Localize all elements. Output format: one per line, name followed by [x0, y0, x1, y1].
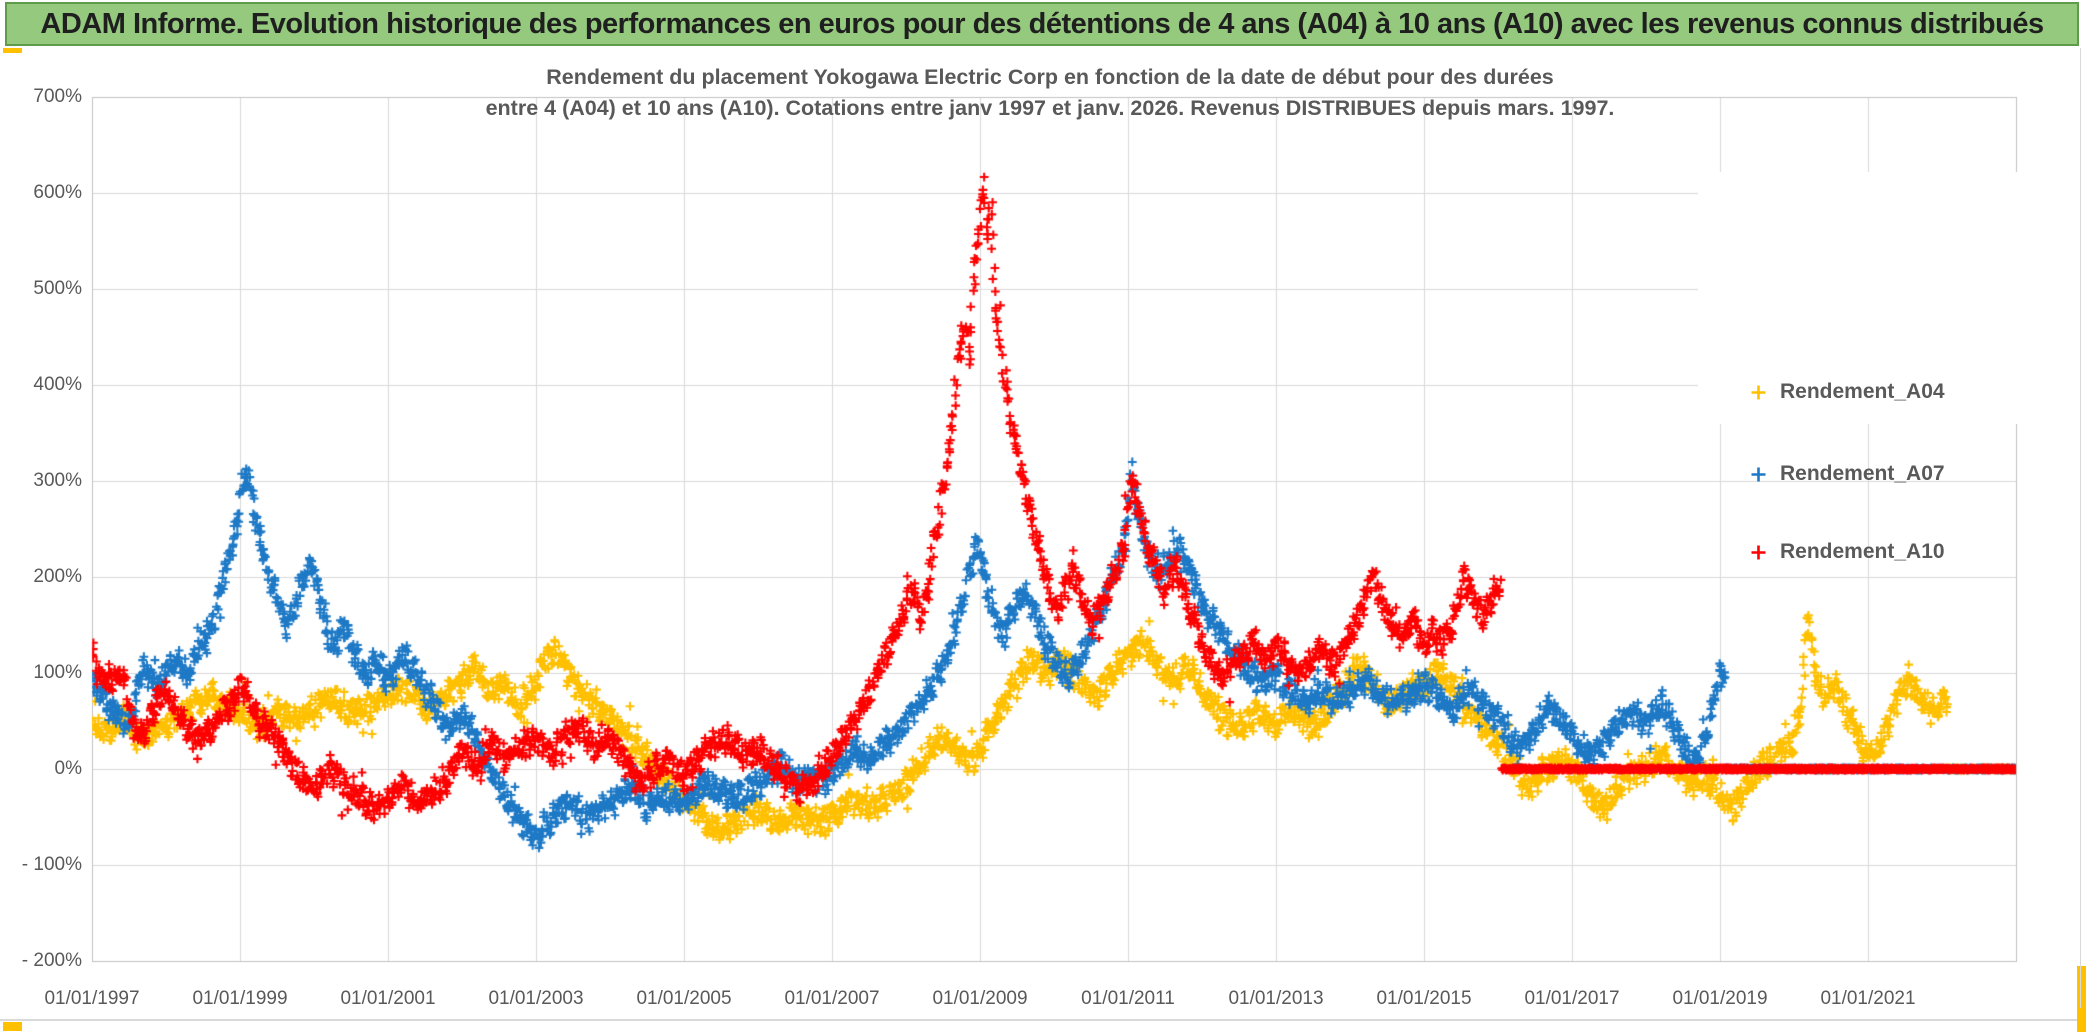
y-tick-label: 200%	[33, 566, 82, 587]
y-tick-label: 600%	[33, 182, 82, 203]
legend-label: Rendement_A10	[1780, 540, 1945, 563]
chart-frame-right-border	[2080, 48, 2081, 1008]
plus-marker-icon	[1751, 385, 1766, 399]
x-tick-label: 01/01/2015	[1376, 988, 1472, 1009]
gold-accent-bottom-right	[2077, 966, 2086, 1032]
x-tick-label: 01/01/2017	[1524, 988, 1620, 1009]
legend-item-a10: Rendement_A10	[1750, 535, 1945, 569]
header-banner: ADAM Informe. Evolution historique des p…	[5, 2, 2079, 46]
plus-marker-icon	[1751, 545, 1766, 559]
y-tick-label: 700%	[33, 86, 82, 107]
x-tick-label: 01/01/2019	[1672, 988, 1768, 1009]
legend-label: Rendement_A07	[1780, 462, 1945, 485]
y-tick-label: 100%	[33, 662, 82, 683]
x-tick-label: 01/01/2007	[784, 988, 880, 1009]
chart-legend: Rendement_A04 Rendement_A07 Rendement_A1…	[1698, 172, 2080, 563]
y-tick-label: 400%	[33, 374, 82, 395]
plus-marker-icon	[1751, 467, 1766, 481]
x-tick-label: 01/01/1999	[192, 988, 288, 1009]
x-tick-label: 01/01/2001	[340, 988, 436, 1009]
y-tick-label: - 100%	[21, 854, 82, 875]
x-tick-label: 01/01/2021	[1820, 988, 1916, 1009]
gold-accent-top-left	[3, 48, 22, 53]
chart-title: Rendement du placement Yokogawa Electric…	[300, 62, 1800, 124]
x-tick-label: 01/01/1997	[44, 988, 140, 1009]
legend-item-a07: Rendement_A07	[1750, 457, 1945, 491]
x-tick-label: 01/01/2005	[636, 988, 732, 1009]
chart-frame-bottom-border	[0, 1019, 2077, 1021]
chart-title-line1: Rendement du placement Yokogawa Electric…	[546, 65, 1554, 89]
y-tick-label: 300%	[33, 470, 82, 491]
x-tick-label: 01/01/2013	[1228, 988, 1324, 1009]
y-tick-label: 500%	[33, 278, 82, 299]
x-tick-label: 01/01/2009	[932, 988, 1028, 1009]
x-tick-label: 01/01/2011	[1081, 988, 1175, 1009]
x-tick-label: 01/01/2003	[488, 988, 584, 1009]
chart-title-line2: entre 4 (A04) et 10 ans (A10). Cotations…	[485, 96, 1615, 120]
banner-title: ADAM Informe. Evolution historique des p…	[40, 7, 2044, 40]
legend-item-a04: Rendement_A04	[1750, 375, 1945, 409]
gold-accent-bottom-left	[3, 1022, 22, 1031]
legend-label: Rendement_A04	[1780, 380, 1945, 403]
y-tick-label: - 200%	[21, 950, 82, 971]
y-tick-label: 0%	[54, 758, 82, 779]
